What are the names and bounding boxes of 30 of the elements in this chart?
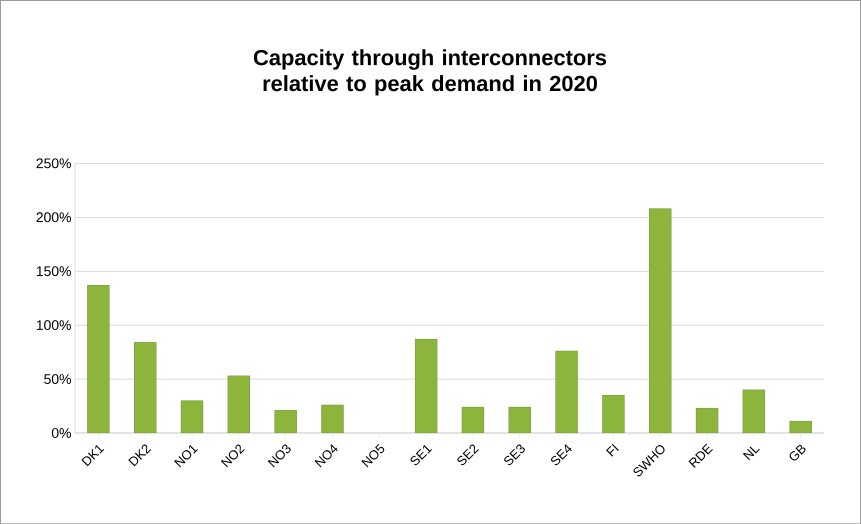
y-tick-label: 150% <box>36 266 71 276</box>
bar <box>555 350 578 433</box>
x-tick-label: SE1 <box>410 444 432 465</box>
y-tick-label: 0% <box>52 428 71 438</box>
bar <box>602 394 625 433</box>
y-tick-label: 100% <box>36 320 71 330</box>
bar <box>790 420 812 433</box>
bar <box>228 375 250 433</box>
bar <box>180 400 204 433</box>
x-tick-label: DK1 <box>81 444 104 466</box>
bar <box>414 338 438 433</box>
bar <box>462 406 484 433</box>
bar <box>321 404 344 433</box>
x-tick-label: NL <box>742 446 760 460</box>
x-tick-label: SE3 <box>504 444 525 465</box>
y-tick-label: 50% <box>44 374 71 384</box>
chart-title: Capacity through interconnectors relative to peak demand in 2020 <box>254 49 606 96</box>
bar <box>742 389 766 433</box>
y-tick-label: 250% <box>36 158 71 168</box>
bar <box>649 208 672 433</box>
bar <box>508 406 531 433</box>
bar <box>274 410 297 433</box>
x-tick-label: FI <box>606 444 619 456</box>
x-tick-label: SE2 <box>457 444 479 465</box>
x-tick-label: GB <box>790 444 806 460</box>
bar <box>134 342 156 433</box>
x-tick-label: SE4 <box>551 444 572 465</box>
y-tick-label: 200% <box>36 212 71 222</box>
bar <box>696 408 718 433</box>
bar <box>87 284 110 433</box>
